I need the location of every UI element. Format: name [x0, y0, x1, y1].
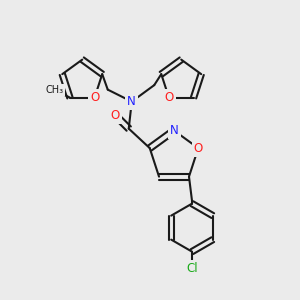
Text: O: O [111, 109, 120, 122]
Text: N: N [128, 95, 136, 108]
Text: O: O [90, 91, 99, 104]
Text: N: N [169, 124, 178, 137]
Text: Cl: Cl [186, 262, 198, 275]
Text: O: O [194, 142, 203, 154]
Text: CH₃: CH₃ [46, 85, 64, 95]
Text: O: O [164, 91, 173, 104]
